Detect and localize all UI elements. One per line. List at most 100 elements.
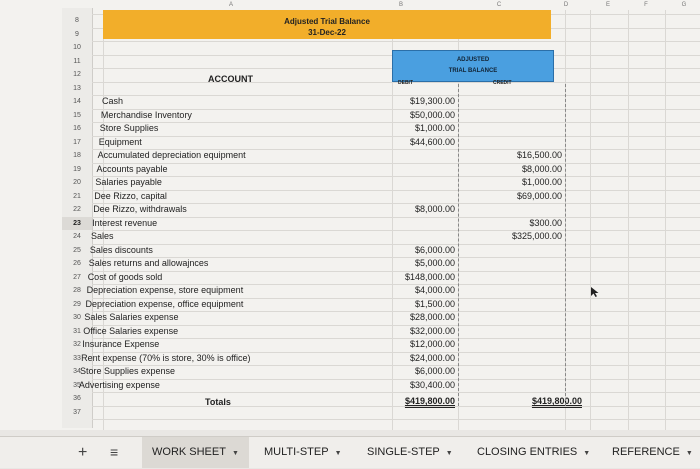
row-number[interactable]: 33 bbox=[73, 354, 81, 362]
column-header-a[interactable]: A bbox=[228, 2, 233, 8]
all-sheets-menu-icon[interactable]: ≡ bbox=[110, 444, 119, 460]
account-name[interactable]: Insurance Expense bbox=[82, 339, 160, 349]
account-name[interactable]: Store Supplies expense bbox=[80, 366, 176, 376]
row-number[interactable]: 31 bbox=[73, 327, 81, 335]
row-number[interactable]: 37 bbox=[73, 408, 81, 416]
row-number[interactable]: 8 bbox=[75, 17, 79, 24]
debit-amount[interactable]: $5,000.00 bbox=[414, 258, 455, 268]
row-number[interactable]: 23 bbox=[62, 216, 92, 230]
column-header-e[interactable]: E bbox=[605, 2, 610, 8]
total-credit[interactable]: $419,800.00 bbox=[531, 396, 582, 406]
add-sheet-icon[interactable]: + bbox=[78, 444, 88, 461]
account-name[interactable]: Merchandise Inventory bbox=[100, 109, 192, 120]
column-header-f[interactable]: F bbox=[644, 2, 648, 8]
debit-amount[interactable]: $24,000.00 bbox=[409, 352, 455, 363]
total-debit[interactable]: $419,800.00 bbox=[404, 396, 455, 406]
credit-amount[interactable]: $1,000.00 bbox=[521, 177, 562, 187]
debit-amount[interactable]: $30,400.00 bbox=[409, 379, 455, 390]
row-number[interactable]: 17 bbox=[73, 138, 81, 146]
account-name[interactable]: Depreciation expense, store equipment bbox=[86, 285, 244, 295]
credit-amount[interactable]: $16,500.00 bbox=[516, 150, 562, 160]
row-number[interactable]: 12 bbox=[73, 71, 81, 78]
credit-amount[interactable]: $300.00 bbox=[529, 217, 562, 228]
row-number[interactable]: 9 bbox=[75, 30, 79, 38]
row-number[interactable]: 34 bbox=[73, 368, 81, 375]
debit-amount[interactable]: $148,000.00 bbox=[404, 271, 455, 282]
row-number[interactable]: 36 bbox=[73, 395, 81, 402]
row-number[interactable]: 26 bbox=[73, 260, 81, 267]
account-name[interactable]: Store Supplies bbox=[99, 123, 159, 133]
column-header-b[interactable]: B bbox=[398, 2, 403, 8]
debit-amount[interactable]: $32,000.00 bbox=[409, 325, 455, 336]
tab-closing-entries[interactable]: CLOSING ENTRIES ▼ bbox=[477, 437, 590, 468]
account-name[interactable]: Accumulated depreciation equipment bbox=[97, 150, 246, 160]
row-number[interactable]: 14 bbox=[73, 98, 81, 105]
chevron-down-icon[interactable]: ▼ bbox=[445, 450, 453, 457]
debit-amount[interactable]: $1,500.00 bbox=[414, 298, 455, 309]
account-name[interactable]: Dee Rizzo, withdrawals bbox=[93, 204, 187, 214]
debit-amount[interactable]: $19,300.00 bbox=[409, 96, 455, 106]
chevron-down-icon[interactable]: ▼ bbox=[583, 450, 591, 457]
account-name[interactable]: Accounts payable bbox=[96, 163, 168, 174]
account-name[interactable]: Cost of goods sold bbox=[87, 271, 163, 282]
account-name[interactable]: Sales discounts bbox=[89, 244, 153, 255]
column-header-d[interactable]: D bbox=[563, 2, 569, 8]
debit-amount[interactable]: $12,000.00 bbox=[409, 339, 455, 349]
chevron-down-icon[interactable]: ▼ bbox=[334, 450, 342, 457]
row-number[interactable]: 28 bbox=[73, 287, 81, 294]
account-name[interactable]: Depreciation expense, office equipment bbox=[85, 298, 244, 309]
tab-reference[interactable]: REFERENCE ▼ bbox=[612, 437, 693, 468]
row-number[interactable]: 30 bbox=[73, 314, 81, 321]
debit-amount[interactable]: $6,000.00 bbox=[414, 244, 455, 255]
debit-amount[interactable]: $8,000.00 bbox=[414, 204, 455, 214]
account-name[interactable]: Interest revenue bbox=[92, 217, 158, 228]
debit-amount[interactable]: $28,000.00 bbox=[409, 312, 455, 322]
row-number[interactable]: 25 bbox=[73, 246, 81, 254]
row-number[interactable]: 35 bbox=[73, 381, 81, 389]
debit-amount[interactable]: $6,000.00 bbox=[414, 366, 455, 376]
row-number[interactable]: 27 bbox=[73, 273, 81, 281]
row-number[interactable]: 11 bbox=[73, 57, 81, 65]
row-number[interactable]: 21 bbox=[73, 192, 81, 200]
account-name[interactable]: Cash bbox=[102, 96, 124, 106]
row-number[interactable]: 19 bbox=[73, 165, 81, 173]
tab-single-step[interactable]: SINGLE-STEP ▼ bbox=[367, 437, 453, 468]
debit-amount[interactable]: $44,600.00 bbox=[409, 136, 455, 147]
chevron-down-icon[interactable]: ▼ bbox=[231, 450, 239, 457]
credit-amount[interactable]: $69,000.00 bbox=[516, 190, 562, 201]
credit-amount[interactable]: $8,000.00 bbox=[521, 163, 562, 174]
grid-row-line bbox=[92, 270, 700, 272]
trial-balance-header[interactable]: ADJUSTED TRIAL BALANCE bbox=[392, 50, 554, 82]
account-name[interactable]: Equipment bbox=[98, 136, 142, 147]
debit-amount[interactable]: $4,000.00 bbox=[414, 285, 455, 295]
row-number[interactable]: 16 bbox=[73, 125, 81, 132]
account-name[interactable]: Rent expense (70% is store, 30% is offic… bbox=[81, 352, 251, 363]
column-header-g[interactable]: G bbox=[681, 2, 687, 8]
mouse-cursor-icon bbox=[591, 287, 599, 297]
row-number[interactable]: 32 bbox=[73, 341, 81, 348]
account-name[interactable]: Dee Rizzo, capital bbox=[94, 190, 167, 201]
row-number[interactable]: 20 bbox=[73, 179, 81, 186]
row-number[interactable]: 15 bbox=[73, 111, 81, 119]
row-number[interactable]: 13 bbox=[73, 84, 81, 92]
row-number[interactable]: 22 bbox=[73, 206, 81, 213]
row-number[interactable]: 29 bbox=[73, 300, 81, 308]
account-name[interactable]: Salaries payable bbox=[95, 177, 162, 187]
chevron-down-icon[interactable]: ▼ bbox=[685, 450, 693, 457]
row-number[interactable]: 18 bbox=[73, 152, 81, 159]
tab-work-sheet[interactable]: WORK SHEET ▼ bbox=[142, 437, 249, 468]
account-name[interactable]: Sales bbox=[91, 231, 114, 241]
title-band[interactable]: Adjusted Trial Balance 31-Dec-22 bbox=[103, 10, 551, 39]
debit-amount[interactable]: $50,000.00 bbox=[409, 109, 455, 120]
account-name[interactable]: Sales Salaries expense bbox=[84, 312, 179, 322]
row-number[interactable]: 24 bbox=[73, 233, 81, 240]
column-header-c[interactable]: C bbox=[496, 2, 502, 8]
row-number[interactable]: 10 bbox=[73, 44, 81, 51]
spreadsheet-grid[interactable]: A B C D E F G 8 9 10 11 12 13 14 15 16 17 18 19 20 21… bbox=[0, 0, 700, 430]
account-name[interactable]: Office Salaries expense bbox=[83, 325, 179, 336]
account-name[interactable]: Sales returns and allowajnces bbox=[88, 258, 209, 268]
account-name[interactable]: Advertising expense bbox=[78, 379, 160, 390]
credit-amount[interactable]: $325,000.00 bbox=[511, 231, 562, 241]
debit-amount[interactable]: $1,000.00 bbox=[414, 123, 455, 133]
tab-multi-step[interactable]: MULTI-STEP ▼ bbox=[264, 437, 342, 468]
